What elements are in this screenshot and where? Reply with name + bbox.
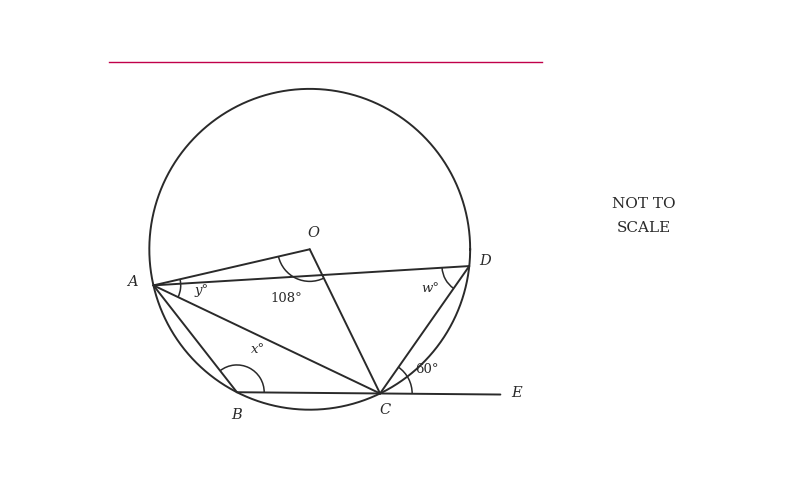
Text: C: C (379, 402, 390, 416)
Text: w°: w° (421, 282, 439, 294)
Text: y°: y° (194, 284, 208, 297)
Text: NOT TO: NOT TO (611, 198, 675, 211)
Text: B: B (231, 408, 242, 422)
Text: A: A (126, 275, 138, 289)
Text: O: O (307, 226, 319, 240)
Text: x°: x° (251, 342, 266, 355)
Text: 108°: 108° (270, 292, 302, 305)
Text: SCALE: SCALE (616, 222, 670, 235)
Text: 60°: 60° (415, 362, 439, 376)
Text: D: D (479, 254, 491, 268)
Text: E: E (511, 386, 522, 400)
